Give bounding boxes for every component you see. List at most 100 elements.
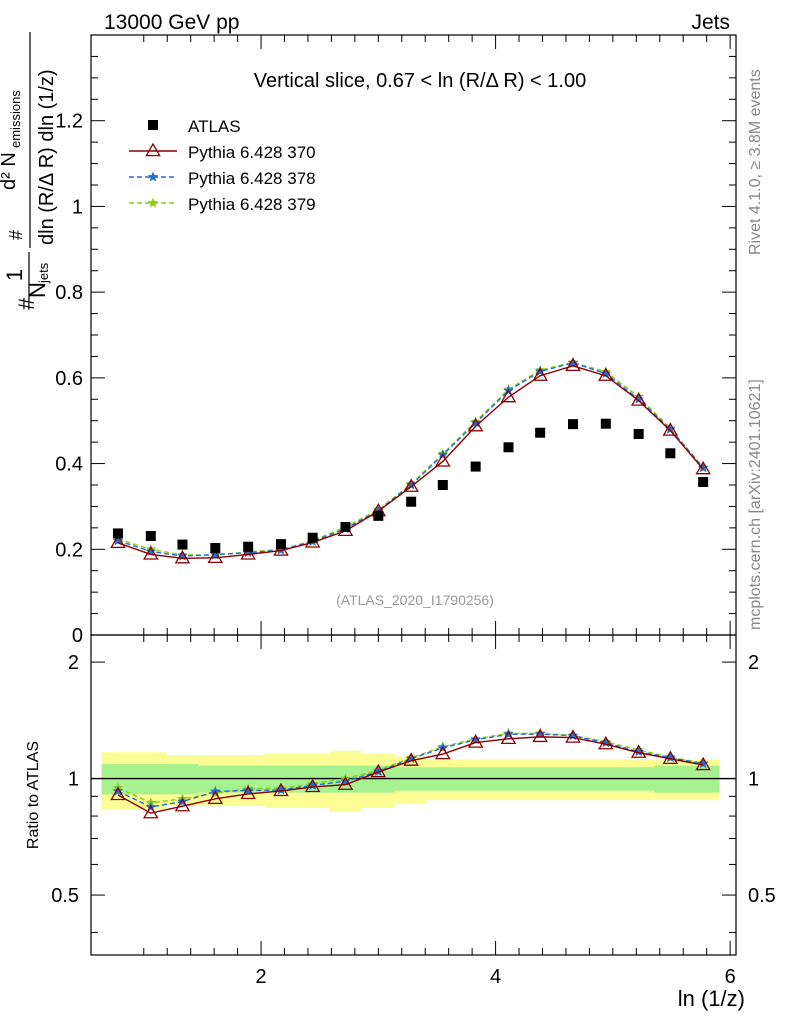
series-1-point — [174, 549, 191, 564]
header-right: Jets — [691, 11, 730, 34]
ylabel-frac-denominator: N — [25, 282, 50, 298]
series-1-point — [273, 542, 289, 556]
legend-label-atlas: ATLAS — [188, 117, 241, 136]
series-2-ratio-point — [697, 758, 709, 769]
series-1-point — [695, 460, 711, 475]
ylabel-frac-denominator-sub: jets — [36, 262, 51, 284]
series-2-point — [567, 357, 579, 368]
legend-marker-series-1 — [145, 142, 161, 157]
ratio-frame — [90, 634, 737, 956]
data-point — [145, 531, 156, 541]
series-2-point — [697, 462, 709, 473]
ratio-tick-label: 1 — [68, 769, 79, 791]
y-tick-label: 0.8 — [55, 282, 83, 304]
series-1-ratio-point — [143, 804, 159, 819]
series-1-ratio-point — [565, 729, 581, 743]
data-point — [698, 477, 709, 487]
ylabel-one: 1 — [2, 269, 27, 281]
data-point — [665, 448, 676, 459]
y-tick-label: 1.2 — [55, 111, 83, 133]
series-1-ratio-point — [467, 734, 484, 748]
chart-title: Vertical slice, 0.67 < ln (R/Δ R) < 1.00 — [254, 70, 586, 92]
data-point — [406, 496, 417, 507]
series-1-ratio-point — [403, 752, 419, 766]
ratio-tick-label-right: 0.5 — [748, 885, 776, 907]
series-1-ratio-point — [695, 756, 711, 771]
data-point — [112, 528, 123, 539]
x-tick-label: 6 — [725, 966, 736, 988]
series-1-point — [110, 534, 126, 549]
ratio-y-label: Ratio to ATLAS — [25, 741, 42, 849]
legend-marker-series-3 — [147, 197, 159, 208]
series-1-point — [500, 388, 517, 403]
series-1-ratio-point — [500, 730, 517, 744]
series-1-ratio-point — [174, 797, 191, 812]
series-1-ratio-point — [532, 728, 548, 743]
legend-label-series-2: Pythia 6.428 378 — [188, 169, 316, 188]
series-2-point — [665, 423, 676, 434]
data-point — [503, 442, 514, 453]
y-tick-label: 1 — [72, 196, 83, 218]
ylabel-frac-numerator: # — [6, 230, 26, 240]
data-point — [243, 541, 254, 552]
ratio-tick-label-right: 2 — [748, 652, 759, 674]
series-1-point — [207, 549, 224, 564]
series-1-ratio-point — [662, 750, 679, 764]
series-1-ratio-point — [337, 776, 354, 790]
x-tick-label: 4 — [490, 966, 501, 988]
series-2-ratio-point — [275, 784, 287, 795]
series-2-line — [117, 362, 704, 557]
data-point — [470, 461, 481, 472]
data-point — [177, 539, 188, 550]
ylabel-top-denominator: dln (R/Δ R) dln (1/z) — [36, 69, 58, 245]
ratio-tick-label-right: 1 — [748, 769, 759, 791]
mcplots-label: mcplots.cern.ch [arXiv:2401.10621] — [747, 379, 764, 630]
legend-label-series-3: Pythia 6.428 379 — [188, 195, 316, 214]
main-axes: 0 0.2 0.4 0.6 0.8 1 1.2 — [55, 34, 736, 647]
legend-marker-series-2 — [147, 171, 159, 182]
x-axis-label: ln (1/z) — [678, 986, 745, 1011]
legend: ATLAS Pythia 6.428 370 Pythia 6.428 378 Pyt… — [129, 117, 316, 214]
series-2-point — [405, 479, 417, 490]
series-1-point — [565, 357, 581, 372]
x-tick-label: 2 — [255, 966, 266, 988]
series-1-ratio-point — [240, 785, 256, 800]
ratio-tick-label: 2 — [68, 652, 79, 674]
series-1-ratio-point — [110, 786, 126, 801]
series-1-point — [403, 478, 419, 492]
rivet-label: Rivet 4.1.0, ≥ 3.8M events — [747, 69, 764, 255]
data-point — [373, 510, 384, 521]
series-1-ratio-point — [273, 782, 289, 797]
series-1-ratio-point — [207, 790, 224, 804]
series-1-point — [630, 392, 647, 406]
main-panel: 0 0.2 0.4 0.6 0.8 1 1.2 Vertical slice, 0.67 <… — [55, 34, 737, 647]
series-1-point — [662, 422, 679, 436]
ylabel-prefix: # — [14, 297, 39, 310]
series-1-point — [467, 417, 484, 432]
header-left: 13000 GeV pp — [104, 11, 239, 34]
data-point — [633, 429, 644, 439]
series-1-ratio-point — [435, 745, 451, 760]
ratio-axes: 2 4 6 0.5 0.5 1 1 2 2 — [51, 635, 776, 988]
data-point — [535, 427, 546, 438]
y-tick-label: 0.6 — [55, 368, 83, 390]
series-1-point — [532, 367, 548, 381]
series-1-point — [598, 367, 614, 381]
series-1-ratio-point — [598, 735, 614, 750]
y-tick-label: 0 — [72, 625, 83, 647]
main-y-label: # 1 N jets # d² N emissions dln (R/Δ R) … — [0, 32, 58, 310]
data-point — [210, 543, 221, 553]
ratio-series-layer — [91, 727, 736, 819]
y-tick-label: 0.2 — [55, 539, 83, 561]
series-1-point — [240, 546, 256, 560]
series-2-ratio-point — [534, 728, 546, 739]
data-point — [437, 480, 448, 490]
series-1-ratio-point — [370, 763, 387, 778]
ratio-tick-label: 0.5 — [51, 885, 79, 907]
legend-marker-atlas — [148, 120, 158, 130]
data-point — [340, 522, 351, 532]
legend-label-series-1: Pythia 6.428 370 — [188, 143, 316, 162]
data-point — [567, 419, 578, 430]
ratio-band-inner — [101, 764, 720, 795]
